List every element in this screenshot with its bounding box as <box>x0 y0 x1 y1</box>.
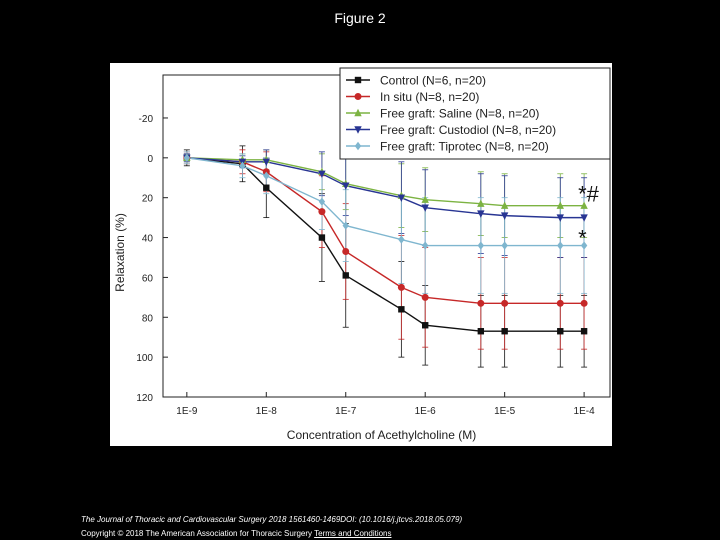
data-point <box>354 93 362 100</box>
data-point <box>318 170 326 178</box>
citation: The Journal of Thoracic and Cardiovascul… <box>81 515 463 524</box>
y-tick-label: -20 <box>139 114 154 125</box>
axes: -20 0 20 40 60 80 100 120 1E-9 1E-8 1E-7 1E-6 1E-5 1E… <box>113 74 611 442</box>
series-line <box>186 157 585 247</box>
data-point <box>477 199 485 207</box>
legend-box <box>339 67 611 160</box>
data-point <box>501 299 509 307</box>
data-point <box>354 108 362 117</box>
data-point <box>500 201 509 209</box>
copyright-text: Copyright © 2018 The American Associatio… <box>81 529 313 538</box>
data-point <box>342 182 350 190</box>
data-point <box>354 141 362 151</box>
data-point <box>556 201 564 209</box>
data-point <box>262 158 270 167</box>
line-chart: -20 0 20 40 60 80 100 120 1E-9 1E-8 1E-7 1E-6 1E-5 1E… <box>113 67 611 442</box>
legend-entry: Free graft: Tiprotec (N=8, n=20) <box>380 140 549 154</box>
data-point <box>501 328 508 335</box>
y-tick-label: 40 <box>142 234 154 245</box>
series-line <box>186 157 585 332</box>
x-tick-label: 1E-6 <box>415 406 437 417</box>
x-tick-label: 1E-4 <box>574 406 596 417</box>
figure-title: Figure 2 <box>334 10 386 26</box>
y-tick-label: 80 <box>142 313 154 324</box>
data-point <box>398 235 405 244</box>
data-point <box>421 195 429 203</box>
data-point <box>422 241 429 250</box>
y-tick-label: 100 <box>136 353 153 364</box>
data-point <box>354 126 362 134</box>
data-point <box>557 241 564 250</box>
x-tick-label: 1E-9 <box>176 406 198 417</box>
x-tick-label: 1E-8 <box>256 406 278 417</box>
data-point <box>556 299 564 307</box>
chart-panel: -20 0 20 40 60 80 100 120 1E-9 1E-8 1E-7 1E-6 1E-5 1E… <box>110 63 612 446</box>
data-point <box>318 208 326 216</box>
data-point <box>501 241 508 250</box>
data-point <box>557 328 564 335</box>
legend-entry: Free graft: Saline (N=8, n=20) <box>380 107 539 121</box>
data-point <box>183 153 191 163</box>
data-point <box>354 76 362 84</box>
data-point <box>477 328 485 335</box>
data-point <box>421 204 429 212</box>
data-point <box>500 212 509 220</box>
legend: Control (N=6, n=20) In situ (N=8, n=20) Fr… <box>339 67 611 160</box>
data-point <box>477 210 485 218</box>
x-axis-label: Concentration of Acethylcholine (M) <box>287 428 476 442</box>
series-line <box>186 157 585 207</box>
data-point <box>421 293 429 301</box>
data-point <box>263 171 270 180</box>
data-point <box>556 214 564 222</box>
data-point <box>580 299 588 307</box>
data-point <box>422 322 429 329</box>
x-tick-label: 1E-5 <box>494 406 516 417</box>
terms-link[interactable]: Terms and Conditions <box>314 529 392 538</box>
data-point <box>397 194 406 202</box>
annotations: *# * <box>578 182 600 251</box>
data-point <box>398 306 405 313</box>
y-tick-label: 60 <box>142 273 154 284</box>
data-point <box>580 328 588 335</box>
x-tick-label: 1E-7 <box>335 406 357 417</box>
data-point <box>239 161 246 170</box>
data-point <box>342 272 349 279</box>
significance-annotation: *# <box>578 182 600 207</box>
legend-entry: Control (N=6, n=20) <box>380 74 486 88</box>
data-point <box>397 283 405 291</box>
significance-annotation: * <box>578 226 587 251</box>
legend-entry: In situ (N=8, n=20) <box>380 90 479 104</box>
data-point <box>477 299 485 307</box>
y-tick-label: 20 <box>142 194 154 205</box>
y-tick-label: 120 <box>136 393 153 404</box>
data-point <box>318 234 326 241</box>
y-axis-label: Relaxation (%) <box>113 213 127 292</box>
data-point <box>580 201 588 209</box>
data-point <box>580 214 588 222</box>
series-markers <box>183 153 588 335</box>
y-tick-label: 0 <box>147 154 153 165</box>
data-point <box>342 248 350 256</box>
series-lines <box>186 157 585 332</box>
data-point <box>263 184 270 191</box>
copyright-line: Copyright © 2018 The American Associatio… <box>81 529 392 538</box>
data-point <box>477 241 485 250</box>
series-line <box>186 157 585 305</box>
legend-entry: Free graft: Custodiol (N=8, n=20) <box>380 123 556 137</box>
error-bars <box>183 145 588 368</box>
